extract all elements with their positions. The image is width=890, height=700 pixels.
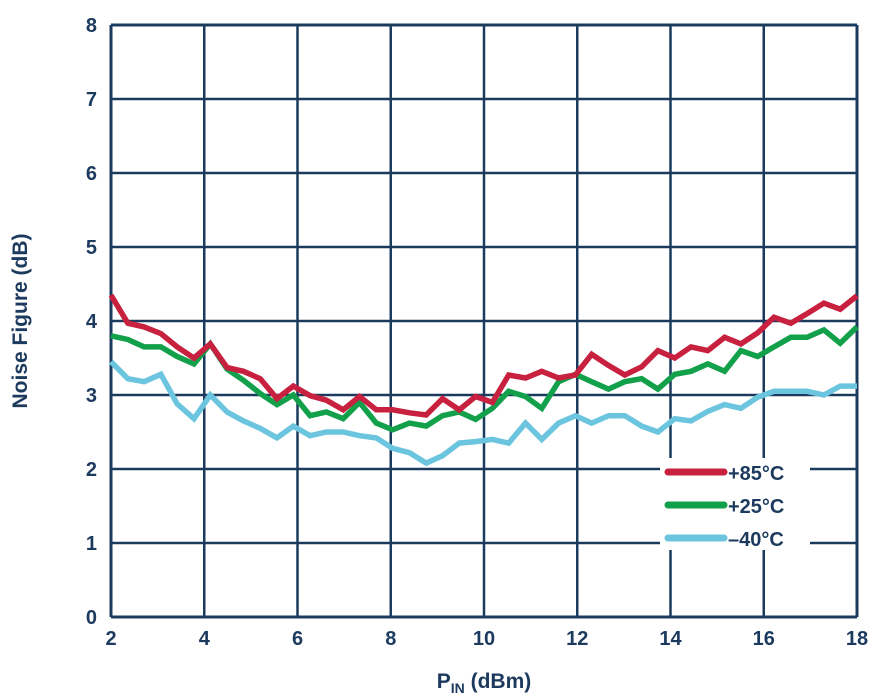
y-axis-label: Noise Figure (dB)	[9, 233, 32, 408]
y-tick-label: 7	[86, 89, 97, 111]
x-tick-label: 8	[385, 628, 396, 650]
x-tick-label: 10	[473, 628, 495, 650]
x-tick-label: 12	[566, 628, 588, 650]
series-line	[109, 359, 857, 467]
x-tick-label: 14	[659, 628, 682, 650]
x-tick-label: 18	[846, 628, 868, 650]
x-tick-label: 2	[105, 628, 116, 650]
legend-label: –40°C	[728, 529, 784, 551]
y-tick-label: 3	[86, 385, 97, 407]
y-tick-label: 8	[86, 15, 97, 37]
x-axis-label: PIN (dBm)	[437, 670, 532, 696]
y-tick-label: 4	[86, 311, 98, 333]
y-tick-label: 6	[86, 163, 97, 185]
legend-label: +25°C	[728, 496, 784, 518]
series-line	[110, 324, 859, 433]
grid	[109, 23, 859, 619]
y-tick-label: 2	[86, 459, 97, 481]
series-line	[108, 293, 859, 418]
x-tick-label: 6	[292, 628, 303, 650]
y-tick-label: 1	[86, 533, 97, 555]
legend: +85°C +25°C –40°C	[660, 458, 810, 551]
x-tick-label: 4	[199, 628, 211, 650]
y-tick-label: 0	[86, 607, 97, 629]
legend-label: +85°C	[728, 463, 784, 485]
series-lines	[108, 293, 859, 467]
x-tick-label: 16	[753, 628, 775, 650]
y-tick-label: 5	[86, 237, 97, 259]
